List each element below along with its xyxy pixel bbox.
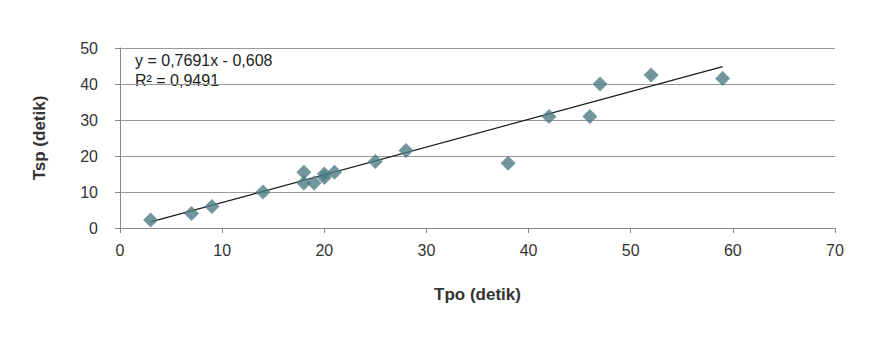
svg-text:50: 50 <box>80 40 98 57</box>
svg-text:0: 0 <box>89 220 98 237</box>
svg-text:50: 50 <box>622 242 640 259</box>
svg-text:Tsp (detik): Tsp (detik) <box>30 96 49 181</box>
svg-text:y = 0,7691x - 0,608: y = 0,7691x - 0,608 <box>135 52 273 69</box>
svg-text:Tpo (detik): Tpo (detik) <box>434 285 521 304</box>
svg-text:10: 10 <box>80 184 98 201</box>
svg-text:30: 30 <box>80 112 98 129</box>
svg-text:20: 20 <box>80 148 98 165</box>
svg-text:40: 40 <box>520 242 538 259</box>
svg-text:R² = 0,9491: R² = 0,9491 <box>135 72 219 89</box>
svg-text:30: 30 <box>418 242 436 259</box>
svg-text:40: 40 <box>80 76 98 93</box>
svg-text:20: 20 <box>315 242 333 259</box>
svg-text:10: 10 <box>213 242 231 259</box>
svg-text:70: 70 <box>826 242 844 259</box>
svg-text:0: 0 <box>116 242 125 259</box>
svg-text:60: 60 <box>724 242 742 259</box>
